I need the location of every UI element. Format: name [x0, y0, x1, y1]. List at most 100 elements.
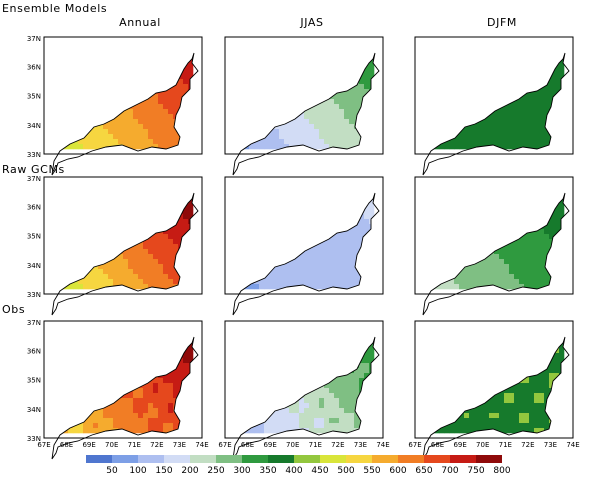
grid-cell [113, 423, 119, 429]
grid-cell [113, 403, 119, 409]
grid-cell [133, 423, 139, 429]
grid-cell [324, 418, 330, 424]
grid-cell [299, 269, 305, 275]
grid-cell [138, 119, 144, 125]
grid-cell [539, 383, 545, 389]
grid-cell [344, 259, 350, 265]
grid-cell [158, 274, 164, 280]
grid-cell [259, 139, 265, 145]
grid-cell [314, 274, 320, 280]
grid-cell [168, 408, 174, 414]
grid-cell [499, 279, 505, 285]
grid-cell [294, 418, 300, 424]
grid-cell [509, 274, 515, 280]
grid-cell [178, 94, 184, 100]
grid-cell [469, 144, 475, 150]
grid-cell [554, 358, 560, 364]
grid-cell [474, 279, 480, 285]
grid-cell [329, 139, 335, 145]
grid-cell [143, 418, 149, 424]
grid-cell [68, 428, 74, 434]
grid-cell [349, 403, 355, 409]
grid-cell [138, 244, 144, 250]
grid-cell [319, 119, 325, 125]
grid-cell [274, 134, 280, 140]
grid-cell [504, 264, 510, 270]
basin-outline [51, 336, 199, 460]
grid-cell [88, 284, 94, 290]
grid-cell [474, 134, 480, 140]
grid-cell [294, 279, 300, 285]
grid-cell [559, 69, 565, 75]
grid-cell [148, 418, 154, 424]
grid-cell [469, 129, 475, 135]
grid-cell [329, 279, 335, 285]
grid-cell [449, 139, 455, 145]
grid-cell [289, 403, 295, 409]
grid-cell [479, 274, 485, 280]
grid-cell [349, 393, 355, 399]
grid-cell [264, 144, 270, 150]
grid-cell [88, 139, 94, 145]
grid-cell [499, 264, 505, 270]
grid-cell [128, 114, 134, 120]
grid-cell [554, 229, 560, 235]
grid-cell [304, 114, 310, 120]
grid-cell [123, 129, 129, 135]
grid-cell [324, 259, 330, 265]
grid-cell [143, 269, 149, 275]
grid-cell [329, 274, 335, 280]
grid-cell [484, 124, 490, 130]
grid-cell [529, 274, 535, 280]
grid-cell [519, 249, 525, 255]
grid-cell [549, 373, 555, 379]
basin-outline [232, 192, 380, 316]
grid-cell [469, 264, 475, 270]
grid-cell [489, 124, 495, 130]
grid-cell [359, 84, 365, 90]
grid-cell [524, 144, 530, 150]
grid-cell [168, 418, 174, 424]
grid-cell [514, 134, 520, 140]
grid-cell [123, 393, 129, 399]
grid-cell [549, 224, 555, 230]
grid-cell [459, 134, 465, 140]
grid-cell [128, 129, 134, 135]
grid-cell [93, 418, 99, 424]
grid-cell [93, 144, 99, 150]
grid-cell [78, 139, 84, 145]
grid-cell [459, 129, 465, 135]
grid-cell [138, 269, 144, 275]
grid-cell [454, 139, 460, 145]
grid-cell [173, 84, 179, 90]
grid-cell [188, 358, 194, 364]
grid-cell [128, 274, 134, 280]
grid-cell [544, 94, 550, 100]
grid-cell [183, 79, 189, 85]
grid-cell [269, 418, 275, 424]
grid-cell [554, 373, 560, 379]
grid-cell [153, 378, 159, 384]
grid-cell [113, 129, 119, 135]
grid-cell [474, 129, 480, 135]
grid-cell [534, 134, 540, 140]
grid-cell [168, 264, 174, 270]
grid-cell [349, 134, 355, 140]
grid-cell [168, 94, 174, 100]
grid-cell [524, 119, 530, 125]
grid-cell [509, 279, 515, 285]
grid-cell [163, 383, 169, 389]
grid-cell [188, 59, 194, 65]
grid-cell [309, 264, 315, 270]
grid-cell [309, 274, 315, 280]
grid-cell [113, 134, 119, 140]
grid-cell [339, 109, 345, 115]
grid-cell [309, 418, 315, 424]
grid-cell [514, 279, 520, 285]
grid-cell [158, 383, 164, 389]
grid-cell [344, 99, 350, 105]
grid-cell [519, 134, 525, 140]
grid-cell [138, 284, 144, 290]
grid-cell [289, 413, 295, 419]
grid-cell [168, 423, 174, 429]
